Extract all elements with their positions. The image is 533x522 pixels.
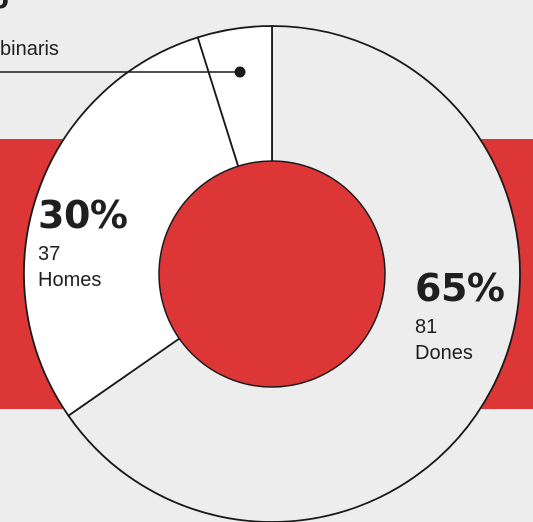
label-no-binaris-percent: 5% — [0, 0, 9, 13]
label-homes-percent: 30% — [38, 193, 128, 237]
label-dones-percent: 65% — [415, 266, 505, 310]
inner-circle — [158, 160, 386, 388]
label-homes-count: 37 — [38, 243, 61, 265]
slice-homes — [23, 36, 273, 417]
label-dones-count: 81 — [415, 316, 438, 338]
top-percent-fragment-clip: 5% — [0, 0, 9, 13]
label-no-binaris-name: binaris — [0, 38, 59, 60]
label-homes-name: Homes — [38, 269, 102, 291]
leader-dot — [234, 66, 246, 78]
label-dones: 65% 81 Dones — [415, 266, 505, 364]
label-homes: 30% 37 Homes — [38, 193, 128, 291]
label-dones-name: Dones — [415, 342, 473, 364]
